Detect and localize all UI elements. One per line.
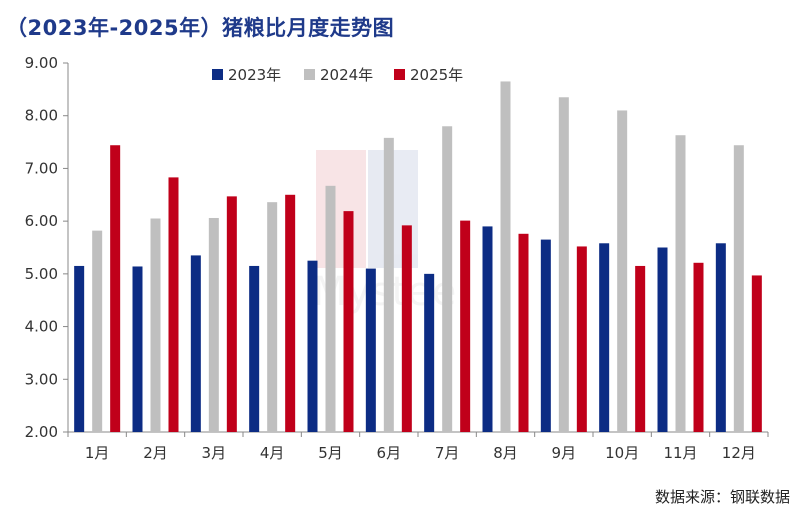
x-tick-label: 6月 — [377, 444, 402, 462]
bar-2024年-3月 — [208, 217, 219, 432]
bar-2024年-7月 — [442, 126, 453, 432]
x-tick-label: 1月 — [85, 444, 110, 462]
bar-2025年-8月 — [518, 233, 529, 432]
legend-label: 2024年 — [320, 66, 373, 84]
bar-2023年-11月 — [657, 247, 668, 432]
y-tick-label: 9.00 — [25, 54, 58, 72]
bar-2023年-12月 — [715, 243, 726, 432]
legend-swatch-2024年 — [304, 69, 315, 80]
bar-2024年-11月 — [675, 135, 686, 432]
bar-2025年-12月 — [751, 275, 762, 432]
bar-2023年-7月 — [424, 273, 435, 432]
y-axis-ticks: 2.00 3.00 4.00 5.00 6.00 7.00 8.00 9.00 — [25, 54, 68, 441]
bar-2024年-1月 — [92, 230, 103, 432]
bar-2024年-8月 — [500, 81, 511, 432]
bar-2025年-6月 — [401, 225, 412, 432]
x-tick-label: 2月 — [143, 444, 168, 462]
x-tick-label: 9月 — [552, 444, 577, 462]
y-tick-label: 5.00 — [25, 265, 58, 283]
legend: 2023年 2024年 2025年 — [212, 66, 463, 84]
x-tick-label: 5月 — [318, 444, 343, 462]
bar-2024年-5月 — [325, 185, 336, 432]
legend-swatch-2023年 — [212, 69, 223, 80]
x-tick-label: 4月 — [260, 444, 285, 462]
bar-2025年-9月 — [576, 246, 587, 432]
legend-swatch-2025年 — [394, 69, 405, 80]
y-tick-label: 8.00 — [25, 107, 58, 125]
bar-2023年-8月 — [482, 226, 493, 432]
bar-2023年-10月 — [599, 243, 610, 432]
bar-2025年-2月 — [168, 177, 179, 432]
x-tick-label: 7月 — [435, 444, 460, 462]
bars — [74, 81, 762, 432]
bar-2024年-10月 — [617, 110, 628, 432]
bar-2023年-1月 — [74, 265, 85, 432]
bar-2025年-1月 — [110, 145, 121, 432]
bar-2024年-9月 — [558, 97, 569, 432]
x-tick-label: 3月 — [202, 444, 227, 462]
bar-2023年-3月 — [190, 255, 201, 432]
bar-2025年-4月 — [285, 194, 296, 432]
legend-label: 2023年 — [228, 66, 281, 84]
bar-2023年-4月 — [249, 265, 260, 432]
bar-2025年-7月 — [460, 220, 471, 432]
bar-2025年-10月 — [635, 265, 646, 432]
chart-title: （2023年-2025年）猪粮比月度走势图 — [6, 16, 395, 40]
bar-2025年-5月 — [343, 211, 354, 432]
bar-2024年-6月 — [383, 137, 394, 432]
bar-2023年-9月 — [540, 239, 551, 432]
x-tick-label: 8月 — [493, 444, 518, 462]
y-tick-label: 3.00 — [25, 370, 58, 388]
x-tick-label: 12月 — [722, 444, 756, 462]
bar-2024年-2月 — [150, 218, 161, 432]
bar-2025年-3月 — [226, 196, 237, 432]
bar-2023年-5月 — [307, 260, 318, 432]
bar-2024年-4月 — [267, 202, 278, 432]
x-tick-label: 11月 — [663, 444, 697, 462]
x-tick-label: 10月 — [605, 444, 639, 462]
y-tick-label: 4.00 — [25, 318, 58, 336]
source-note: 数据来源：钢联数据 — [654, 488, 790, 506]
x-axis-ticks: 1月 2月 3月 4月 5月 6月 7月 8月 9月 10月 11月 12月 — [67, 432, 769, 462]
y-tick-label: 6.00 — [25, 212, 58, 230]
bar-2023年-6月 — [365, 268, 376, 432]
bar-2024年-12月 — [733, 145, 744, 432]
bar-2023年-2月 — [132, 266, 143, 432]
legend-label: 2025年 — [410, 66, 463, 84]
y-tick-label: 2.00 — [25, 423, 58, 441]
y-tick-label: 7.00 — [25, 159, 58, 177]
bar-2025年-11月 — [693, 262, 704, 432]
